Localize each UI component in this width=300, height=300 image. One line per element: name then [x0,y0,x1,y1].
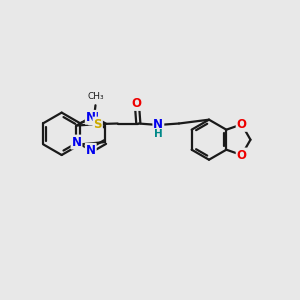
Text: N: N [153,118,164,131]
Text: N: N [89,111,99,124]
Text: N: N [71,136,82,148]
Text: N: N [86,111,96,124]
Text: O: O [237,148,247,161]
Text: S: S [93,118,102,130]
Text: O: O [132,97,142,110]
Text: N: N [86,144,96,157]
Text: O: O [237,118,247,131]
Text: H: H [154,129,163,140]
Text: CH₃: CH₃ [87,92,104,101]
